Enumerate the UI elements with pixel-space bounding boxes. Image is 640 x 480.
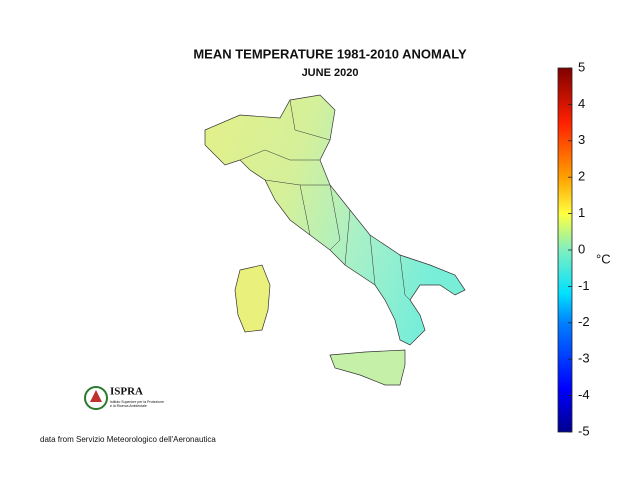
colorbar-tick-label: -2 <box>578 314 590 329</box>
colorbar-tick-label: -1 <box>578 278 590 293</box>
colorbar-tick-label: 3 <box>578 132 585 147</box>
colorbar-tick-label: -5 <box>578 423 590 438</box>
colorbar-label: °C <box>596 251 611 266</box>
colorbar-tick-label: 1 <box>578 205 585 220</box>
logo: ISPRA Istituto Superiore per la Protezio… <box>84 386 164 410</box>
logo-star <box>90 390 102 402</box>
logo-line: e la Ricerca Ambientale <box>110 404 147 408</box>
colorbar-tick-label: 4 <box>578 96 585 111</box>
logo-emblem <box>84 386 108 410</box>
logo-line: Istituto Superiore per la Protezione <box>110 400 164 404</box>
colorbar-tick-label: -3 <box>578 351 590 366</box>
region-borders <box>239 99 411 301</box>
logo-name: ISPRA <box>110 386 143 398</box>
source-note: data from Servizio Meteorologico dell'Ae… <box>40 435 216 444</box>
sicily <box>329 349 406 386</box>
colorbar-tick-label: 2 <box>578 169 585 184</box>
colorbar-tick-label: 0 <box>578 241 585 256</box>
sardinia <box>234 264 271 333</box>
peninsula <box>204 94 466 346</box>
colorbar-ticks: -5 -4 -3 -2 -1 0 1 2 3 4 5 <box>568 59 590 438</box>
colorbar-tick-label: -4 <box>578 387 590 402</box>
colorbar-tick-label: 5 <box>578 59 585 74</box>
title: MEAN TEMPERATURE 1981-2010 ANOMALY <box>193 46 467 61</box>
italy-map <box>204 94 466 386</box>
subtitle: JUNE 2020 <box>302 67 359 79</box>
